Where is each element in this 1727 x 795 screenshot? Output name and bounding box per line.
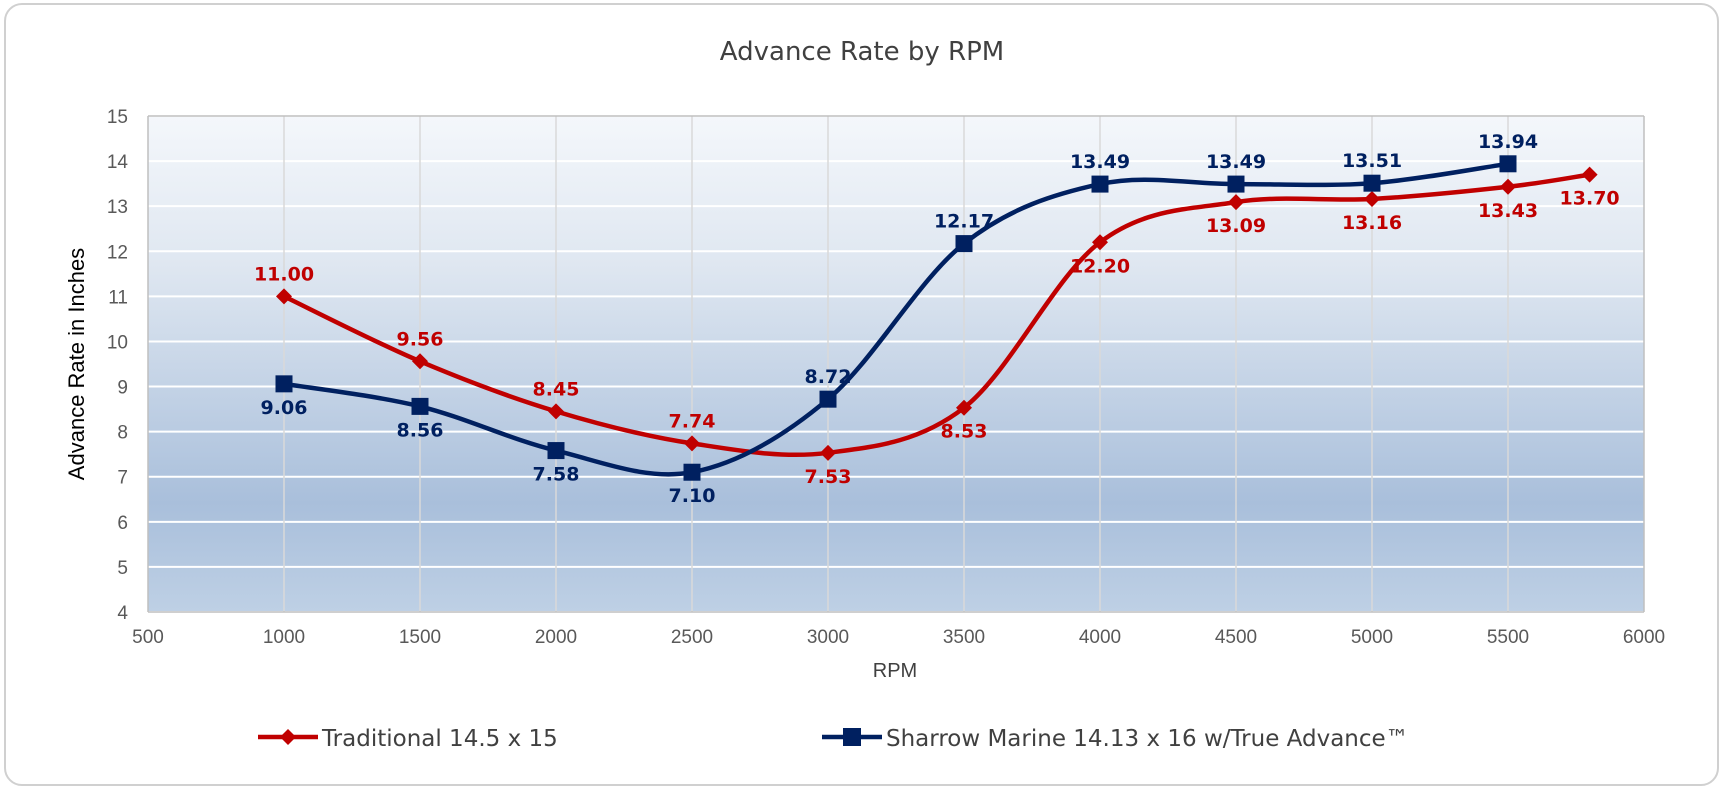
axes: 4 5 6 7 8 9 10 11 12 13 14 15 500 1000 1500 2000 2500 300… xyxy=(107,107,1665,648)
data-label: 13.09 xyxy=(1206,215,1266,237)
y-tick-label: 9 xyxy=(117,378,128,399)
data-label: 13.49 xyxy=(1206,151,1266,173)
data-label: 9.06 xyxy=(261,397,308,419)
data-point-marker xyxy=(411,397,429,415)
data-label: 11.00 xyxy=(254,263,314,285)
data-point-marker xyxy=(819,390,837,408)
x-tick-label: 4000 xyxy=(1079,627,1121,648)
y-tick-label: 7 xyxy=(117,468,128,489)
data-label: 7.58 xyxy=(533,464,580,486)
data-label: 9.56 xyxy=(397,328,444,350)
y-tick-label: 13 xyxy=(107,197,128,218)
x-tick-label: 5500 xyxy=(1487,627,1529,648)
data-point-marker xyxy=(1092,234,1108,251)
data-point-marker xyxy=(1581,166,1598,183)
data-point-marker xyxy=(1091,175,1109,193)
data-label: 8.45 xyxy=(533,378,580,400)
x-tick-label: 2500 xyxy=(671,627,713,648)
data-point-marker xyxy=(1364,190,1380,207)
y-tick-label: 11 xyxy=(108,287,128,308)
data-point-marker xyxy=(1499,155,1517,173)
x-tick-label: 500 xyxy=(132,627,164,648)
y-tick-label: 6 xyxy=(117,513,128,534)
data-point-marker xyxy=(547,442,565,460)
data-label: 13.16 xyxy=(1342,212,1402,234)
data-label: 8.53 xyxy=(941,421,988,443)
data-point-marker xyxy=(1228,194,1244,211)
data-point-marker xyxy=(1500,178,1516,195)
data-point-marker xyxy=(956,399,972,416)
series-line-1 xyxy=(283,161,1509,477)
data-point-marker xyxy=(820,444,836,461)
x-tick-label: 3000 xyxy=(807,627,849,648)
x-tick-label: 6000 xyxy=(1623,627,1665,648)
data-point-marker xyxy=(683,463,701,481)
y-tick-label: 12 xyxy=(107,242,128,263)
y-tick-label: 5 xyxy=(117,558,128,579)
x-tick-label: 5000 xyxy=(1351,627,1393,648)
y-tick-label: 14 xyxy=(107,152,129,173)
data-label: 13.70 xyxy=(1560,188,1620,210)
data-point-marker xyxy=(684,435,700,452)
data-label: 13.43 xyxy=(1478,200,1538,222)
data-label: 12.17 xyxy=(934,211,994,233)
x-tick-label: 1000 xyxy=(263,627,305,648)
x-tick-label: 2000 xyxy=(535,627,577,648)
data-label: 13.49 xyxy=(1070,151,1130,173)
legend-marker xyxy=(280,729,296,745)
data-point-marker xyxy=(275,375,293,393)
data-point-marker xyxy=(955,235,973,253)
legend: Traditional 14.5 x 15 Sharrow Marine 14.1… xyxy=(258,726,1409,752)
y-axis-title: Advance Rate in Inches xyxy=(64,248,89,480)
data-label: 8.72 xyxy=(805,366,852,388)
legend-entry-label: Sharrow Marine 14.13 x 16 w/True Advance… xyxy=(886,726,1409,752)
y-tick-label: 4 xyxy=(117,603,128,624)
legend-marker xyxy=(843,728,861,746)
x-axis-title: RPM xyxy=(873,660,917,682)
y-tick-label: 10 xyxy=(107,332,128,353)
plot-area xyxy=(148,116,1644,612)
data-label: 7.74 xyxy=(669,410,716,432)
legend-entry-label: Traditional 14.5 x 15 xyxy=(321,726,558,752)
x-tick-label: 3500 xyxy=(943,627,985,648)
y-tick-label: 15 xyxy=(107,107,128,128)
data-point-marker xyxy=(412,353,428,370)
data-label: 12.20 xyxy=(1070,255,1130,277)
data-point-marker xyxy=(276,288,292,305)
data-point-marker xyxy=(1363,174,1381,192)
x-tick-label: 1500 xyxy=(399,627,441,648)
data-point-marker xyxy=(1227,175,1245,193)
data-label: 8.56 xyxy=(397,419,444,441)
chart-title: Advance Rate by RPM xyxy=(720,37,1004,67)
data-point-marker xyxy=(548,403,564,420)
data-label: 7.10 xyxy=(669,485,716,507)
data-label: 7.53 xyxy=(805,466,852,488)
series-markers xyxy=(275,155,1598,481)
data-labels: 11.00 9.56 8.45 7.74 7.53 8.53 12.20 13.09 13.16… xyxy=(254,131,1620,507)
x-tick-label: 4500 xyxy=(1215,627,1257,648)
data-label: 13.94 xyxy=(1478,131,1538,153)
data-label: 13.51 xyxy=(1342,150,1402,172)
y-tick-label: 8 xyxy=(117,423,128,444)
